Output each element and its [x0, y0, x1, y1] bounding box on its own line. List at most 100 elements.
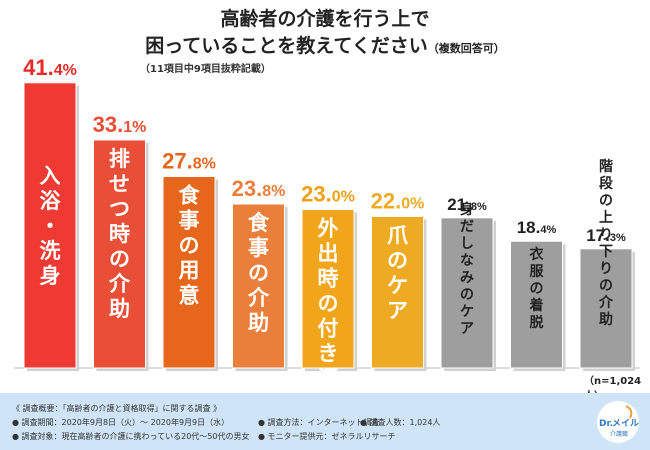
bar [371, 215, 424, 369]
bar [440, 217, 494, 369]
bar-value-label: 18.4% [517, 218, 557, 237]
bar-group-6: 22.0% 爪のケア [371, 188, 427, 371]
bar-category-char: 脱 [530, 314, 544, 331]
bar-category-label: 食事の用意 [179, 183, 201, 307]
bar [93, 139, 146, 369]
bar-category-char: 爪 [387, 223, 409, 247]
bar-category-char: 身 [460, 201, 474, 218]
bar-category-label: 外出時の付き添い [318, 217, 340, 393]
logo-text-c: 介護職 [610, 430, 628, 438]
bar-category-char: の [599, 278, 613, 294]
bar-category-char: の [387, 248, 408, 272]
bar-value-label: 23.8% [232, 176, 286, 201]
bar-category-char: 添 [318, 367, 340, 391]
title-line-1: 高齢者の介護を行う上で [220, 8, 430, 30]
bar [301, 209, 355, 369]
bar-category-char: 階 [599, 158, 613, 175]
bar-category-char: ア [387, 298, 408, 322]
bar-category-char: な [460, 253, 474, 269]
bar-category-char: き [318, 342, 339, 366]
title-note: （複数回答可） [427, 42, 505, 55]
title-line-2: 困っていることを教えてください（複数回答可） [0, 33, 650, 62]
footer-summary: 《 調査概要：「高齢者の介護と資格取得」に関する調査 》 [12, 404, 222, 413]
bar-value-decimal: 1% [123, 119, 146, 136]
bar-category-char: 意 [179, 283, 200, 307]
bar-category-char: 外 [318, 217, 339, 241]
bar-category-label: 爪のケア [387, 223, 409, 322]
bar-category-char: 排 [109, 147, 130, 171]
bar-category-char: 助 [248, 311, 269, 335]
bar-category-label: 入浴・洗身 [40, 164, 62, 288]
bar-value-decimal: 8% [262, 183, 285, 200]
bar-value-integer: 17. [586, 226, 610, 245]
bar-category-char: 用 [179, 258, 200, 282]
bar-category-char: せ [109, 172, 130, 196]
title-line-2-text: 困っていることを教えてください [145, 35, 428, 57]
logo-text-b: メイル [612, 418, 639, 429]
bar-value-decimal: 4% [540, 224, 556, 236]
bar-value-decimal: 4% [54, 62, 77, 79]
bar-group-1: 41.4% 入浴・洗身 [23, 55, 79, 372]
bar-category-char: み [460, 270, 474, 286]
bar-value-label: 33.1% [93, 112, 147, 137]
bar-value-label: 17.3% [586, 226, 626, 245]
bar-chart: 41.4%入浴・洗身33.1%排せつ時の介助27.8%食事の用意23.8%食事の… [14, 54, 640, 393]
bar-value-decimal: 8% [471, 201, 487, 213]
bar [579, 248, 633, 369]
bar-category-char: ア [460, 321, 474, 337]
bar-category-char: の [460, 287, 474, 303]
bar-category-char: 衣 [530, 246, 545, 263]
bar-category-char: つ [109, 197, 130, 221]
bar-category-label: 食事の介助 [247, 211, 270, 335]
bar [510, 240, 563, 369]
chart-title: 高齢者の介護を行う上で 困っていることを教えてください（複数回答可） [0, 6, 650, 62]
bar-category-char: り [599, 261, 613, 277]
bar-category-char: り [599, 227, 613, 243]
bar-category-char: 身 [40, 264, 61, 288]
bar [162, 175, 216, 369]
bar-value-integer: 23. [301, 182, 332, 207]
bar-category-char: の [599, 193, 613, 209]
bar-category-char: 事 [248, 236, 269, 260]
logo-text-a: Dr. [599, 419, 613, 429]
footer-provider: ● モニター提供元：ゼネラルリサーチ [258, 432, 396, 441]
bar-value-integer: 21. [447, 195, 471, 214]
bar-category-char: ケ [460, 304, 474, 320]
bar-category-char: の [248, 261, 269, 285]
bar-value-label: 23.0% [301, 182, 355, 207]
bar-value-integer: 27. [162, 148, 193, 173]
bar-category-char: 入 [40, 164, 61, 188]
footer-period: ● 調査期間：2020年9月8日（火）～ 2020年9月9日（水） [12, 418, 230, 427]
bar-category-char: 洗 [40, 239, 61, 263]
logo-circle [597, 401, 639, 443]
bar-value-label: 41.4% [23, 55, 77, 80]
bar-value-label: 22.0% [371, 188, 425, 213]
bar-category-label: 衣服の着脱 [529, 246, 545, 331]
bar-category-char: 上 [599, 210, 613, 226]
bar-category-char: 出 [318, 242, 339, 266]
bar-category-char: 食 [248, 211, 270, 235]
bar-category-char: し [460, 236, 474, 252]
bar-category-label: 階段の上り下りの介助 [598, 158, 614, 328]
bar-group-2: 33.1% 排せつ時の介助 [93, 112, 149, 371]
bar-category-char: 介 [247, 286, 270, 310]
bar-category-char: 着 [529, 297, 544, 314]
bar-category-char: 介 [598, 294, 614, 311]
footer-method: ● 調査方法：インターネット調査 [258, 418, 380, 427]
bar-category-char: だ [460, 219, 474, 235]
bar-group-5: 23.0% 外出時の付き添い [301, 182, 357, 393]
bar-value-decimal: 3% [610, 232, 626, 244]
bar-category-char: い [318, 392, 339, 393]
bar-category-char: の [109, 247, 130, 271]
bar-group-8: 18.4% 衣服の着脱 [510, 218, 566, 371]
bar-category-char: 段 [599, 175, 613, 192]
bar [232, 203, 285, 369]
bar-group-3: 27.8% 食事の用意 [162, 148, 218, 371]
bar-value-integer: 33. [93, 112, 124, 137]
bar-category-char: 付 [318, 317, 339, 341]
dr-mail-logo: Dr. メイル 介護職 [597, 401, 639, 443]
bar-group-9: 17.3%階段の上り下りの介助 [579, 158, 635, 371]
footer-target: ● 調査対象：現在高齢者の介護に携わっている20代～50代の男女 [12, 432, 250, 441]
bar-category-char: の [318, 292, 339, 316]
bar-category-char: の [530, 281, 544, 297]
